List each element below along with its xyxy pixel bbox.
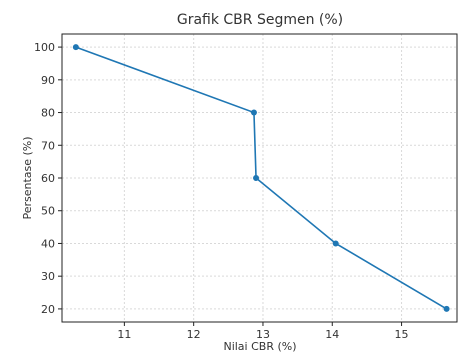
y-axis-label: Persentase (%) xyxy=(21,136,34,219)
y-tick-label: 80 xyxy=(41,107,55,120)
x-tick-label: 14 xyxy=(325,328,339,341)
data-point xyxy=(250,109,257,116)
x-tick-label: 12 xyxy=(187,328,201,341)
axis-ticks: 11 12 13 14 15 20 30 40 50 60 70 80 90 100 xyxy=(34,41,409,341)
series-group xyxy=(72,44,450,312)
x-axis-label: Nilai CBR (%) xyxy=(223,340,296,353)
data-point xyxy=(332,240,339,247)
y-tick-label: 60 xyxy=(41,172,55,185)
y-tick-label: 20 xyxy=(41,303,55,316)
y-tick-label: 40 xyxy=(41,237,55,250)
x-tick-label: 15 xyxy=(395,328,409,341)
y-tick-label: 90 xyxy=(41,74,55,87)
x-tick-label: 13 xyxy=(256,328,270,341)
data-point xyxy=(443,305,450,312)
y-tick-label: 30 xyxy=(41,270,55,283)
chart-title: Grafik CBR Segmen (%) xyxy=(177,12,343,28)
grid-lines xyxy=(62,34,457,322)
data-point xyxy=(253,175,260,181)
y-tick-label: 100 xyxy=(34,41,55,54)
y-tick-label: 50 xyxy=(41,205,55,218)
x-tick-label: 11 xyxy=(117,328,131,341)
data-point xyxy=(72,44,79,51)
y-tick-label: 70 xyxy=(41,139,55,152)
